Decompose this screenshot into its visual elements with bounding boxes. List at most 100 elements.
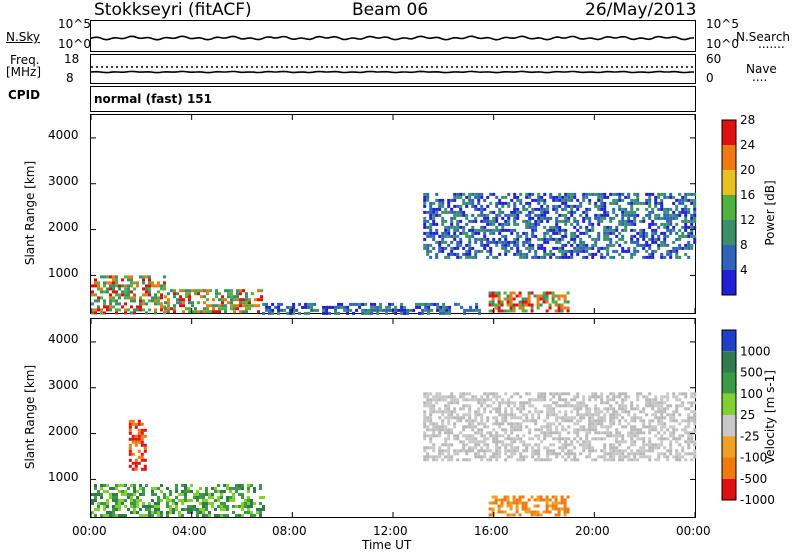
heatmap-cell-1 — [594, 410, 598, 414]
heatmap-cell-1 — [582, 416, 586, 420]
heatmap-cell-1 — [504, 407, 508, 411]
heatmap-cell-1 — [97, 493, 100, 496]
heatmap-cell-1 — [509, 501, 513, 505]
heatmap-cell-1 — [651, 413, 655, 417]
heatmap-cell-0 — [465, 195, 469, 199]
heatmap-cell-1 — [573, 437, 577, 441]
heatmap-cell-0 — [427, 308, 431, 312]
heatmap-cell-1 — [488, 507, 492, 511]
heatmap-cell-1 — [527, 498, 531, 502]
heatmap-cell-0 — [468, 219, 472, 223]
heatmap-cell-0 — [567, 210, 571, 214]
heatmap-cell-1 — [426, 392, 430, 396]
heatmap-cell-1 — [115, 484, 118, 487]
heatmap-cell-1 — [654, 443, 658, 447]
heatmap-cell-1 — [465, 404, 469, 408]
heatmap-cell-1 — [624, 392, 628, 396]
heatmap-cell-1 — [618, 458, 622, 462]
heatmap-cell-1 — [486, 437, 490, 441]
heatmap-cell-1 — [133, 487, 136, 490]
heatmap-cell-1 — [444, 407, 448, 411]
heatmap-cell-1 — [136, 499, 139, 502]
heatmap-cell-0 — [483, 213, 487, 217]
heatmap-cell-0 — [139, 305, 142, 309]
heatmap-cell-1 — [579, 413, 583, 417]
heatmap-cell-0 — [97, 299, 100, 303]
heatmap-cell-0 — [438, 204, 442, 208]
heatmap-cell-0 — [494, 291, 498, 295]
heatmap-cell-0 — [693, 198, 697, 202]
heatmap-cell-0 — [474, 240, 478, 244]
heatmap-cell-1 — [474, 398, 478, 402]
heatmap-cell-0 — [603, 237, 607, 241]
heatmap-cell-0 — [561, 249, 565, 253]
heatmap-cell-1 — [606, 425, 610, 429]
heatmap-cell-1 — [131, 467, 135, 471]
heatmap-cell-1 — [597, 407, 601, 411]
heatmap-cell-1 — [506, 513, 510, 517]
heatmap-cell-0 — [672, 195, 676, 199]
heatmap-cell-0 — [570, 195, 574, 199]
heatmap-cell-1 — [539, 495, 543, 499]
heatmap-cell-1 — [594, 392, 598, 396]
heatmap-cell-0 — [118, 293, 121, 297]
heatmap-cell-1 — [235, 484, 238, 487]
heatmap-cell-1 — [618, 422, 622, 426]
heatmap-cell-1 — [106, 511, 109, 514]
heatmap-cell-1 — [609, 458, 613, 462]
heatmap-cell-1 — [241, 484, 244, 487]
heatmap-cell-0 — [645, 198, 649, 202]
heatmap-cell-0 — [167, 304, 170, 308]
heatmap-cell-1 — [166, 505, 169, 508]
heatmap-cell-0 — [376, 305, 380, 309]
heatmap-cell-1 — [654, 428, 658, 432]
heatmap-cell-0 — [555, 207, 559, 211]
heatmap-cell-0 — [130, 290, 133, 294]
heatmap-cell-1 — [241, 493, 244, 496]
heatmap-cell-1 — [438, 407, 442, 411]
heatmap-cell-1 — [193, 508, 196, 511]
heatmap-cell-0 — [173, 310, 176, 314]
heatmap-cell-1 — [654, 401, 658, 405]
heatmap-cell-1 — [555, 416, 559, 420]
heatmap-cell-0 — [603, 204, 607, 208]
heatmap-cell-0 — [447, 204, 451, 208]
heatmap-cell-0 — [124, 275, 127, 279]
heatmap-cell-0 — [457, 302, 461, 306]
heatmap-cell-1 — [507, 449, 511, 453]
heatmap-cell-1 — [136, 511, 139, 514]
heatmap-cell-0 — [504, 213, 508, 217]
heatmap-cell-0 — [504, 240, 508, 244]
heatmap-cell-1 — [134, 425, 138, 429]
heatmap-cell-0 — [157, 296, 160, 300]
heatmap-cell-1 — [525, 425, 529, 429]
heatmap-cell-0 — [690, 222, 694, 226]
heatmap-cell-0 — [136, 284, 139, 288]
heatmap-cell-0 — [480, 204, 484, 208]
heatmap-cell-1 — [205, 499, 208, 502]
heatmap-cell-0 — [560, 303, 564, 307]
heatmap-cell-0 — [563, 306, 567, 310]
heatmap-cell-1 — [423, 425, 427, 429]
heatmap-cell-1 — [462, 407, 466, 411]
heatmap-cell-1 — [563, 504, 567, 508]
heatmap-cell-0 — [585, 213, 589, 217]
heatmap-cell-0 — [645, 231, 649, 235]
heatmap-cell-0 — [624, 195, 628, 199]
heatmap-cell-0 — [426, 249, 430, 253]
heatmap-cell-1 — [128, 428, 132, 432]
heatmap-cell-1 — [648, 392, 652, 396]
heatmap-cell-1 — [687, 434, 691, 438]
heatmap-cell-1 — [636, 392, 640, 396]
heatmap-cell-0 — [361, 302, 365, 306]
heatmap-cell-1 — [134, 434, 138, 438]
heatmap-cell-1 — [112, 493, 115, 496]
heatmap-cell-1 — [684, 458, 688, 462]
heatmap-cell-1 — [477, 443, 481, 447]
heatmap-cell-0 — [570, 234, 574, 238]
heatmap-cell-1 — [627, 395, 631, 399]
heatmap-cell-1 — [187, 490, 190, 493]
heatmap-cell-0 — [176, 301, 179, 305]
heatmap-cell-1 — [639, 392, 643, 396]
heatmap-cell-0 — [510, 240, 514, 244]
